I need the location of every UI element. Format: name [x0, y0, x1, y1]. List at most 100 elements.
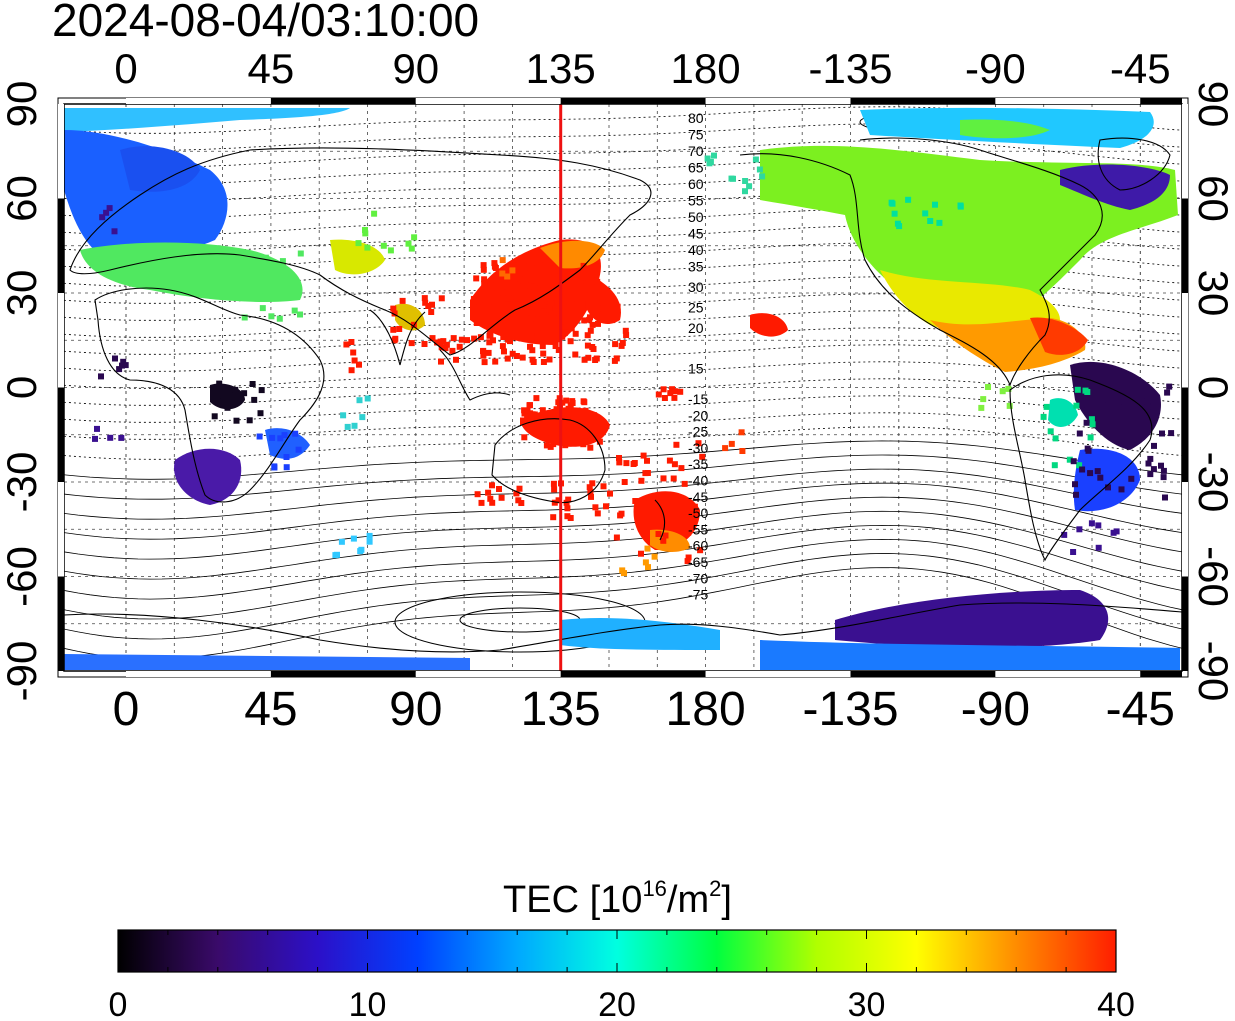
- tec-observation-point: [547, 443, 554, 450]
- tec-observation-point: [487, 282, 494, 289]
- tec-observation-point: [1144, 398, 1151, 405]
- inclination-label: 20: [688, 320, 704, 336]
- tec-observation-point: [211, 413, 218, 420]
- tec-observation-point: [282, 284, 289, 291]
- tec-observation-point: [392, 335, 399, 342]
- tec-observation-point: [473, 275, 480, 282]
- tec-observation-point: [542, 308, 549, 315]
- tec-observation-point: [551, 268, 558, 275]
- tec-observation-point: [589, 480, 596, 487]
- tec-observation-point: [572, 330, 579, 337]
- tec-observation-point: [551, 409, 558, 416]
- tec-observation-point: [738, 429, 745, 436]
- tec-observation-point: [1128, 475, 1135, 482]
- tec-observation-point: [527, 309, 533, 316]
- tec-observation-point: [618, 342, 625, 349]
- tec-observation-point: [1145, 460, 1152, 467]
- tec-observation-point: [1111, 371, 1118, 378]
- frame-bar: [1182, 198, 1188, 293]
- tec-observation-point: [259, 305, 266, 312]
- inclination-contour: [64, 140, 1182, 168]
- frame-bar: [560, 98, 706, 104]
- tec-observation-point: [595, 320, 601, 327]
- tec-observation-point: [555, 422, 562, 429]
- tec-observation-point: [529, 411, 535, 418]
- tec-observation-point: [543, 442, 550, 449]
- tec-observation-point: [122, 362, 129, 369]
- inclination-label: 65: [688, 160, 704, 176]
- tec-observation-point: [574, 430, 581, 437]
- tec-observation-point: [246, 417, 253, 424]
- tec-patch-pacific-east: [585, 275, 621, 325]
- frame-bar: [58, 387, 64, 482]
- tec-observation-point: [257, 410, 264, 417]
- timestamp: 2024-08-04/03:10:00: [52, 0, 480, 46]
- lat-tick-label-right: 0: [1190, 376, 1235, 399]
- tec-observation-point: [566, 428, 573, 434]
- tec-observation-point: [480, 266, 487, 273]
- tec-observation-point: [499, 343, 506, 350]
- inclination-label: -50: [688, 505, 708, 521]
- tec-observation-point: [509, 267, 516, 274]
- frame-bar: [850, 98, 996, 104]
- axis-tick-labels: 0045459090135135180180-135-135-90-90-45-…: [0, 45, 1235, 736]
- lon-tick-label-top: -90: [965, 45, 1026, 92]
- tec-observation-point: [554, 430, 561, 436]
- tec-observation-point: [550, 514, 557, 521]
- tec-observation-point: [528, 333, 535, 340]
- tec-observation-point: [1158, 462, 1164, 469]
- tec-observation-point: [538, 302, 545, 309]
- tec-observation-point: [481, 359, 488, 366]
- tec-observation-point: [655, 391, 662, 398]
- tec-observation-point: [613, 534, 620, 541]
- lon-tick-label-bottom: 90: [389, 683, 442, 736]
- inclination-label: 15: [688, 361, 704, 377]
- inclination-label: 35: [688, 259, 704, 275]
- tec-patch-southamerica-south: [1073, 448, 1140, 512]
- tec-observation-point: [616, 455, 622, 461]
- inclination-label: 25: [688, 300, 704, 316]
- tec-observation-point: [1094, 468, 1101, 475]
- tec-patch-southamerica-north: [1070, 361, 1161, 450]
- tec-observation-point: [344, 423, 351, 430]
- tec-observation-point: [258, 387, 265, 394]
- tec-observation-point: [567, 338, 574, 345]
- lon-tick-label-top: -135: [808, 45, 892, 92]
- inclination-label: -15: [688, 391, 708, 407]
- tec-observation-point: [262, 254, 269, 261]
- tec-observation-point: [1051, 462, 1058, 469]
- tec-observation-point: [103, 209, 110, 216]
- tec-observation-point: [728, 440, 735, 447]
- tec-observation-point: [640, 452, 647, 459]
- tec-observation-point: [564, 513, 571, 520]
- tec-observation-point: [739, 448, 746, 454]
- tec-observation-point: [498, 299, 504, 306]
- tec-observation-point: [581, 399, 588, 406]
- tec-observation-point: [561, 329, 568, 336]
- tec-observation-point: [554, 299, 561, 306]
- inclination-contour: [64, 412, 1182, 440]
- tec-observation-point: [351, 422, 358, 429]
- inclination-label: -55: [688, 521, 708, 537]
- tec-observation-point: [1066, 456, 1073, 463]
- tec-patch-south-africa: [174, 448, 242, 505]
- tec-observation-point: [480, 348, 486, 355]
- tec-observation-point: [685, 554, 692, 561]
- tec-observation-point: [563, 323, 570, 330]
- coastline-greenland: [1097, 137, 1171, 191]
- tec-observation-point: [351, 357, 358, 364]
- inclination-contour: [64, 482, 1182, 540]
- tec-observation-point: [586, 286, 593, 293]
- tec-observation-point: [588, 493, 594, 500]
- tec-observation-point: [681, 480, 688, 487]
- tec-observation-point: [1083, 419, 1090, 426]
- frame-bar: [58, 198, 64, 293]
- tec-observation-point: [896, 223, 903, 230]
- tec-observation-point: [661, 395, 668, 401]
- tec-observation-point: [516, 485, 523, 492]
- lat-tick-label-right: -90: [1190, 641, 1235, 702]
- tec-observation-point: [391, 310, 398, 317]
- lon-tick-label-bottom: -90: [961, 683, 1030, 736]
- tec-observation-point: [425, 303, 432, 309]
- tec-observation-point: [422, 299, 429, 306]
